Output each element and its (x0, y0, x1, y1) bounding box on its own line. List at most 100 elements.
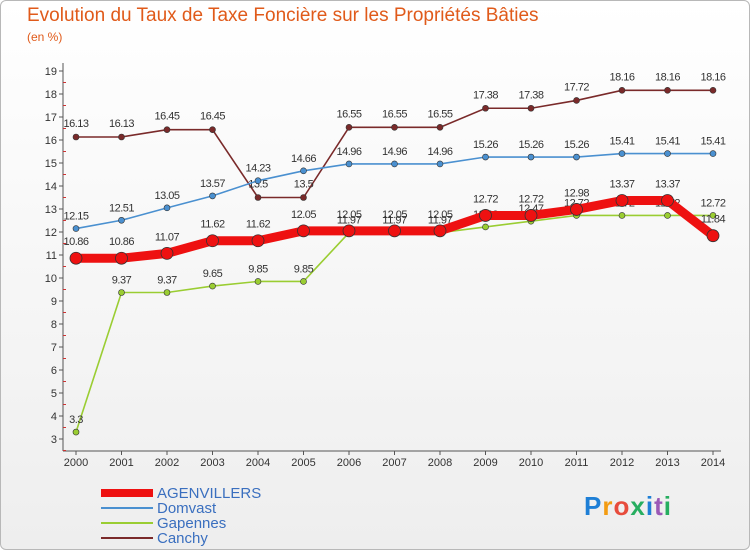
data-point-agenvillers (388, 224, 401, 238)
data-label-domvast: 15.41 (655, 136, 680, 148)
data-label-gapennes: 11.97 (337, 215, 362, 227)
data-point-domvast (482, 153, 489, 161)
y-tick-label: 12 (45, 227, 57, 239)
y-tick-label: 9 (51, 296, 57, 308)
data-point-agenvillers (206, 234, 219, 248)
data-label-canchy: 16.55 (427, 108, 452, 120)
data-label-agenvillers: 12.05 (336, 209, 361, 221)
x-tick-label: 2000 (64, 457, 88, 469)
data-point-gapennes (664, 212, 671, 219)
data-label-agenvillers: 11.84 (701, 214, 726, 226)
data-label-canchy: 16.45 (154, 111, 179, 123)
data-point-agenvillers (479, 209, 492, 222)
logo-letter: i (663, 491, 672, 521)
data-label-canchy: 18.16 (655, 71, 680, 83)
y-tick-label: 11 (46, 250, 57, 262)
data-point-agenvillers (160, 246, 174, 260)
data-label-gapennes: 11.97 (428, 215, 453, 227)
data-point-canchy (709, 87, 717, 94)
data-label-canchy: 18.16 (609, 71, 634, 83)
data-point-gapennes (254, 278, 262, 285)
data-label-agenvillers: 12.72 (518, 193, 543, 205)
data-point-agenvillers (615, 194, 629, 207)
chart-title: Evolution du Taux de Taxe Foncière sur l… (27, 5, 539, 26)
data-label-agenvillers: 10.86 (63, 236, 88, 248)
data-label-canchy: 16.55 (382, 108, 407, 120)
data-point-domvast (391, 160, 398, 168)
data-label-domvast: 13.05 (154, 190, 179, 202)
data-point-canchy (573, 97, 580, 104)
data-point-domvast (118, 216, 125, 224)
data-label-canchy: 17.72 (564, 81, 589, 93)
data-point-canchy (482, 104, 489, 112)
data-point-domvast (709, 150, 717, 157)
data-label-domvast: 15.26 (473, 139, 498, 151)
data-label-agenvillers: 12.05 (382, 209, 407, 221)
data-point-domvast (618, 150, 626, 157)
data-point-domvast (664, 150, 671, 157)
data-point-domvast (72, 225, 80, 232)
data-point-agenvillers (706, 229, 720, 243)
data-label-gapennes: 9.37 (157, 274, 177, 286)
logo-letter: i (645, 491, 655, 521)
data-label-gapennes: 11.97 (382, 215, 407, 227)
data-label-domvast: 15.41 (700, 136, 725, 148)
data-label-canchy: 17.38 (473, 89, 498, 101)
data-point-canchy (664, 87, 671, 94)
data-label-agenvillers: 11.62 (246, 219, 271, 231)
data-point-canchy (300, 194, 307, 201)
x-tick-label: 2014 (701, 457, 725, 469)
data-label-canchy: 16.13 (109, 118, 134, 130)
data-point-canchy (618, 87, 626, 94)
data-label-canchy: 18.16 (700, 71, 725, 83)
y-tick-label: 6 (51, 365, 57, 377)
data-label-agenvillers: 12.05 (291, 209, 316, 221)
data-label-domvast: 15.26 (518, 139, 543, 151)
data-point-domvast (163, 204, 171, 212)
data-label-domvast: 14.66 (291, 153, 316, 165)
data-point-gapennes (618, 212, 626, 219)
data-point-domvast (573, 153, 580, 161)
data-label-domvast: 14.23 (245, 163, 270, 175)
data-point-agenvillers (661, 194, 674, 207)
data-point-domvast (254, 177, 262, 185)
x-tick-label: 2009 (473, 457, 497, 469)
data-label-domvast: 13.57 (200, 178, 225, 190)
data-label-agenvillers: 11.07 (155, 231, 180, 243)
y-tick-label: 3 (51, 434, 57, 446)
y-tick-label: 5 (51, 388, 57, 400)
data-point-agenvillers (69, 251, 83, 265)
data-point-canchy (436, 124, 444, 131)
data-point-canchy (118, 133, 125, 141)
y-tick-label: 17 (45, 112, 57, 124)
data-point-canchy (391, 124, 398, 131)
legend-label-gapennes: Gapennes (157, 515, 226, 532)
x-tick-label: 2010 (519, 457, 543, 469)
data-label-agenvillers: 11.62 (200, 219, 225, 231)
logo-letter: o (613, 491, 631, 521)
data-point-agenvillers (524, 209, 538, 222)
data-point-gapennes (300, 278, 307, 285)
x-tick-label: 2007 (382, 457, 406, 469)
data-label-agenvillers: 10.86 (109, 236, 134, 248)
y-tick-label: 4 (51, 411, 57, 423)
y-tick-label: 15 (45, 158, 57, 170)
x-tick-label: 2004 (246, 457, 270, 469)
data-label-canchy: 16.45 (200, 111, 225, 123)
data-point-agenvillers (115, 251, 128, 265)
data-label-agenvillers: 12.72 (473, 193, 498, 205)
data-point-agenvillers (251, 234, 265, 248)
data-point-canchy (254, 194, 262, 201)
data-label-domvast: 12.51 (109, 202, 134, 214)
data-label-domvast: 15.41 (609, 136, 634, 148)
data-point-domvast (209, 192, 216, 200)
data-label-gapennes: 9.65 (203, 268, 223, 280)
data-label-agenvillers: 13.37 (609, 178, 634, 190)
y-tick-label: 14 (45, 181, 57, 193)
data-point-domvast (345, 160, 353, 168)
x-tick-label: 2012 (610, 457, 634, 469)
x-tick-label: 2002 (155, 457, 179, 469)
y-tick-label: 16 (45, 135, 57, 147)
